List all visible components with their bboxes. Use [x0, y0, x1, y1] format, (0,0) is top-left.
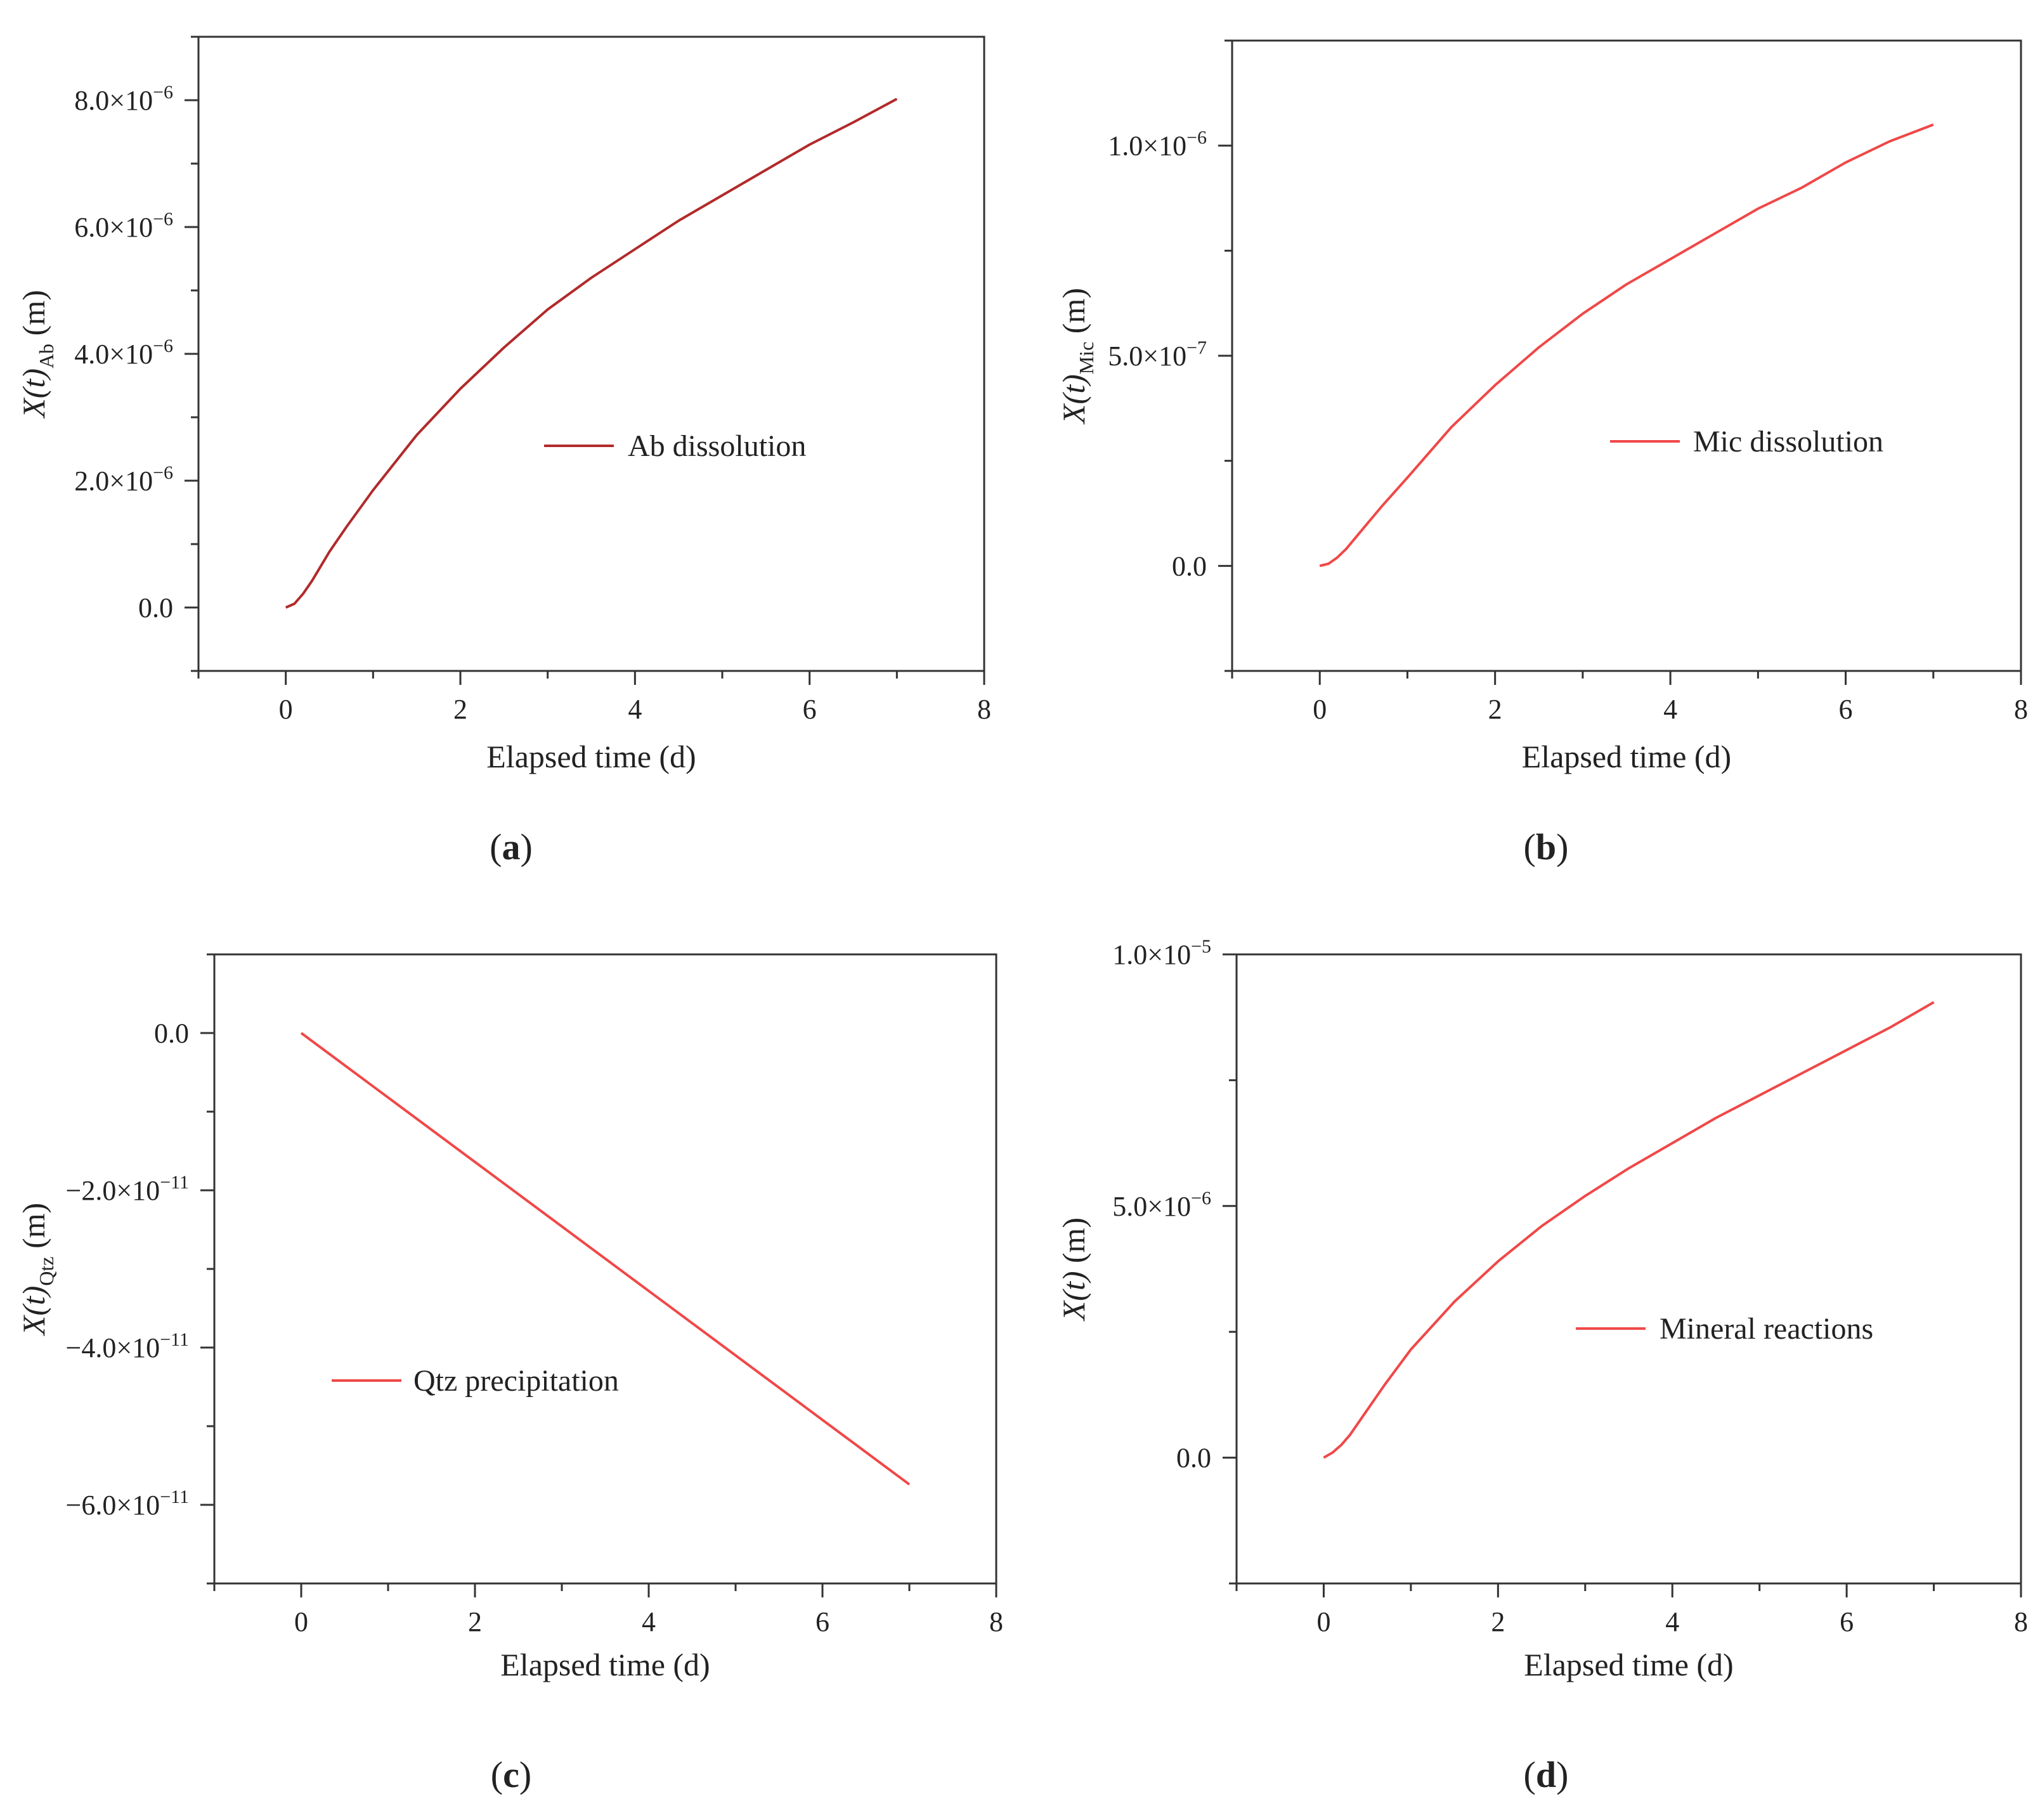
legend-label: Qtz precipitation [413, 1364, 619, 1398]
x-tick-label: 6 [815, 1606, 829, 1637]
y-tick-label: 0.0 [138, 592, 173, 623]
x-axis-title: Elapsed time (d) [486, 739, 696, 774]
series-line [285, 98, 898, 609]
chart-panel-4: 0 2 4 6 8 0.0 5.0×10−6 1.0×10−5 Elapsed time (d)… [1056, 936, 2028, 1795]
panel-label: (a) [490, 826, 533, 868]
legend-label: Ab dissolution [628, 429, 806, 463]
series-line [1323, 1001, 1935, 1459]
y-tick-label: −6.0×10−11 [66, 1486, 189, 1521]
panel-label: (b) [1524, 826, 1569, 868]
x-axis-title: Elapsed time (d) [1522, 739, 1731, 774]
x-tick-label: 0 [1313, 694, 1327, 725]
legend-label: Mic dissolution [1693, 425, 1883, 458]
x-tick-label: 4 [1663, 694, 1677, 725]
x-tick-label: 2 [468, 1606, 482, 1637]
x-tick-label: 4 [1665, 1606, 1679, 1637]
x-tick-label: 0 [294, 1606, 308, 1637]
x-tick-label: 6 [803, 694, 817, 725]
plot-frame [213, 953, 997, 1585]
chart-panel-1: 0 2 4 6 8 0.0 2.0×10−6 4.0×10−6 6.0×10−6 8.0×10−6… [16, 36, 991, 868]
x-tick-label: 8 [2014, 694, 2028, 725]
y-axis-title: X(t)Qtz (m) [16, 1203, 58, 1337]
y-tick-label: 6.0×10−6 [74, 209, 173, 243]
series-line [1319, 123, 1934, 568]
y-tick-label: −2.0×10−11 [66, 1172, 189, 1206]
chart-panel-3: 0 2 4 6 8 0.0 −2.0×10−11 −4.0×10−11 −6.0×10−11 El… [16, 953, 1003, 1795]
y-tick-label: 2.0×10−6 [74, 462, 173, 497]
series-line [300, 1032, 911, 1486]
y-tick-label: −4.0×10−11 [66, 1329, 189, 1363]
legend-label: Mineral reactions [1660, 1312, 1873, 1346]
x-tick-label: 0 [1316, 1606, 1330, 1637]
y-axis-title: X(t)Mic (m) [1056, 288, 1098, 425]
x-tick-label: 6 [1839, 694, 1853, 725]
y-tick-label: 5.0×10−7 [1108, 337, 1207, 372]
x-tick-label: 4 [628, 694, 642, 725]
x-tick-label: 2 [1491, 1606, 1505, 1637]
y-tick-label: 0.0 [1172, 550, 1207, 582]
y-tick-label: 8.0×10−6 [74, 82, 173, 116]
plot-frame [1235, 953, 2022, 1585]
y-tick-label: 1.0×10−6 [1108, 127, 1207, 162]
x-tick-label: 8 [989, 1606, 1003, 1637]
y-axis-title: X(t) (m) [1056, 1218, 1091, 1322]
chart-panel-2: 0 2 4 6 8 0.0 5.0×10−7 1.0×10−6 Elapsed time (d)… [1056, 39, 2028, 868]
panel-label: (d) [1524, 1754, 1569, 1795]
y-tick-label: 1.0×10−5 [1112, 936, 1211, 970]
x-tick-label: 2 [453, 694, 467, 725]
x-tick-label: 0 [279, 694, 293, 725]
panel-label: (c) [491, 1754, 531, 1795]
x-axis-title: Elapsed time (d) [500, 1647, 710, 1682]
y-tick-label: 5.0×10−6 [1112, 1188, 1211, 1222]
x-axis-title: Elapsed time (d) [1524, 1647, 1733, 1682]
x-tick-label: 8 [977, 694, 991, 725]
y-tick-label: 0.0 [154, 1018, 189, 1049]
y-axis-title: X(t)Ab (m) [16, 290, 58, 419]
x-tick-label: 2 [1488, 694, 1502, 725]
y-tick-label: 4.0×10−6 [74, 335, 173, 370]
x-tick-label: 4 [642, 1606, 656, 1637]
x-tick-label: 6 [1840, 1606, 1854, 1637]
x-tick-label: 8 [2014, 1606, 2028, 1637]
y-tick-label: 0.0 [1176, 1443, 1211, 1474]
